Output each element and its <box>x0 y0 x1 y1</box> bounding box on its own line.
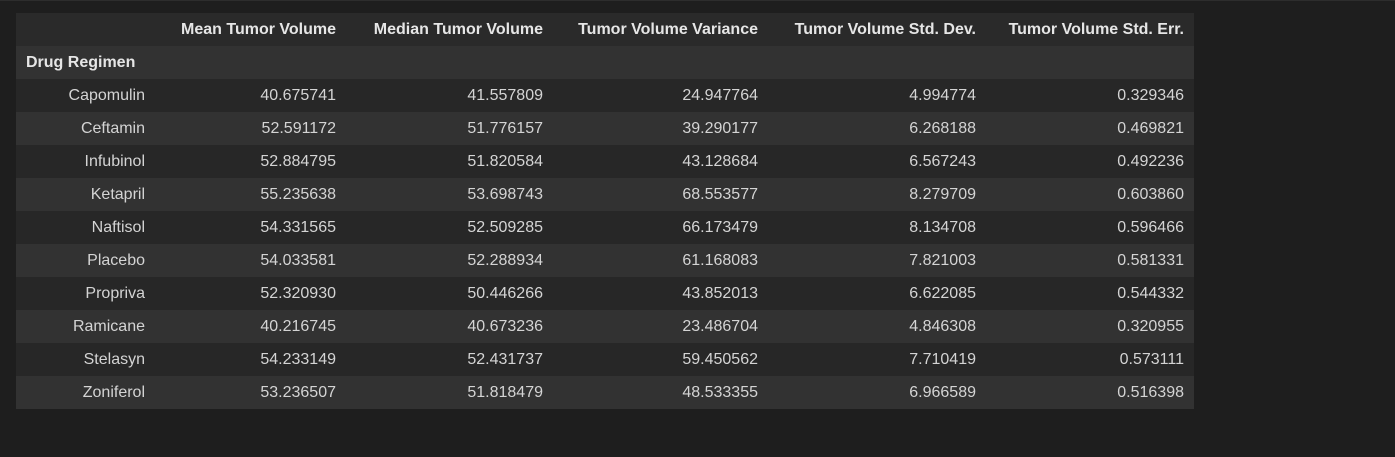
table-row: Placebo 54.033581 52.288934 61.168083 7.… <box>16 244 1194 277</box>
table-cell: 8.279709 <box>768 178 986 211</box>
table-cell: 0.581331 <box>986 244 1194 277</box>
column-header: Tumor Volume Variance <box>553 13 768 46</box>
table-cell: 53.236507 <box>155 376 346 409</box>
row-label: Capomulin <box>16 79 155 112</box>
row-label: Stelasyn <box>16 343 155 376</box>
column-header: Tumor Volume Std. Err. <box>986 13 1194 46</box>
table-cell: 54.233149 <box>155 343 346 376</box>
table-cell: 54.033581 <box>155 244 346 277</box>
table-cell: 51.776157 <box>346 112 553 145</box>
table-row: Ceftamin 52.591172 51.776157 39.290177 6… <box>16 112 1194 145</box>
table-row: Ramicane 40.216745 40.673236 23.486704 4… <box>16 310 1194 343</box>
table-cell: 0.603860 <box>986 178 1194 211</box>
table-cell: 8.134708 <box>768 211 986 244</box>
table-row: Capomulin 40.675741 41.557809 24.947764 … <box>16 79 1194 112</box>
table-cell: 0.596466 <box>986 211 1194 244</box>
table-cell: 6.966589 <box>768 376 986 409</box>
table-cell: 66.173479 <box>553 211 768 244</box>
table-cell: 40.675741 <box>155 79 346 112</box>
empty-header-cell <box>155 46 346 79</box>
column-header: Tumor Volume Std. Dev. <box>768 13 986 46</box>
table-cell: 0.329346 <box>986 79 1194 112</box>
summary-statistics-table: Mean Tumor Volume Median Tumor Volume Tu… <box>16 13 1194 409</box>
empty-header-cell <box>768 46 986 79</box>
table-cell: 0.320955 <box>986 310 1194 343</box>
table-cell: 59.450562 <box>553 343 768 376</box>
table-cell: 4.846308 <box>768 310 986 343</box>
empty-header-cell <box>346 46 553 79</box>
column-header: Mean Tumor Volume <box>155 13 346 46</box>
corner-cell <box>16 13 155 46</box>
table-cell: 52.288934 <box>346 244 553 277</box>
table-cell: 53.698743 <box>346 178 553 211</box>
table-cell: 24.947764 <box>553 79 768 112</box>
table-cell: 40.216745 <box>155 310 346 343</box>
table-cell: 0.492236 <box>986 145 1194 178</box>
table-cell: 0.573111 <box>986 343 1194 376</box>
table-cell: 7.821003 <box>768 244 986 277</box>
table-row: Stelasyn 54.233149 52.431737 59.450562 7… <box>16 343 1194 376</box>
table-cell: 68.553577 <box>553 178 768 211</box>
table-cell: 48.533355 <box>553 376 768 409</box>
column-header: Median Tumor Volume <box>346 13 553 46</box>
index-name-row: Drug Regimen <box>16 46 1194 79</box>
empty-header-cell <box>986 46 1194 79</box>
table-cell: 51.820584 <box>346 145 553 178</box>
table-row: Zoniferol 53.236507 51.818479 48.533355 … <box>16 376 1194 409</box>
table-cell: 43.852013 <box>553 277 768 310</box>
row-label: Propriva <box>16 277 155 310</box>
table-cell: 6.567243 <box>768 145 986 178</box>
table-cell: 6.268188 <box>768 112 986 145</box>
table-row: Naftisol 54.331565 52.509285 66.173479 8… <box>16 211 1194 244</box>
table-cell: 7.710419 <box>768 343 986 376</box>
table-cell: 23.486704 <box>553 310 768 343</box>
table-cell: 39.290177 <box>553 112 768 145</box>
empty-header-cell <box>553 46 768 79</box>
row-label: Ramicane <box>16 310 155 343</box>
row-label: Placebo <box>16 244 155 277</box>
table-cell: 51.818479 <box>346 376 553 409</box>
table-cell: 52.431737 <box>346 343 553 376</box>
table-cell: 61.168083 <box>553 244 768 277</box>
row-label: Zoniferol <box>16 376 155 409</box>
table-row: Ketapril 55.235638 53.698743 68.553577 8… <box>16 178 1194 211</box>
table-cell: 52.320930 <box>155 277 346 310</box>
table-cell: 54.331565 <box>155 211 346 244</box>
table-cell: 55.235638 <box>155 178 346 211</box>
row-label: Ketapril <box>16 178 155 211</box>
table-row: Propriva 52.320930 50.446266 43.852013 6… <box>16 277 1194 310</box>
table-row: Infubinol 52.884795 51.820584 43.128684 … <box>16 145 1194 178</box>
row-label: Naftisol <box>16 211 155 244</box>
table-cell: 4.994774 <box>768 79 986 112</box>
row-label: Ceftamin <box>16 112 155 145</box>
table-cell: 41.557809 <box>346 79 553 112</box>
table-cell: 52.509285 <box>346 211 553 244</box>
row-label: Infubinol <box>16 145 155 178</box>
table-cell: 50.446266 <box>346 277 553 310</box>
table-cell: 0.516398 <box>986 376 1194 409</box>
table-cell: 52.591172 <box>155 112 346 145</box>
table-cell: 40.673236 <box>346 310 553 343</box>
table-cell: 52.884795 <box>155 145 346 178</box>
table-cell: 43.128684 <box>553 145 768 178</box>
column-header-row: Mean Tumor Volume Median Tumor Volume Tu… <box>16 13 1194 46</box>
table-cell: 0.544332 <box>986 277 1194 310</box>
table-cell: 6.622085 <box>768 277 986 310</box>
table-cell: 0.469821 <box>986 112 1194 145</box>
index-name-label: Drug Regimen <box>16 46 155 79</box>
